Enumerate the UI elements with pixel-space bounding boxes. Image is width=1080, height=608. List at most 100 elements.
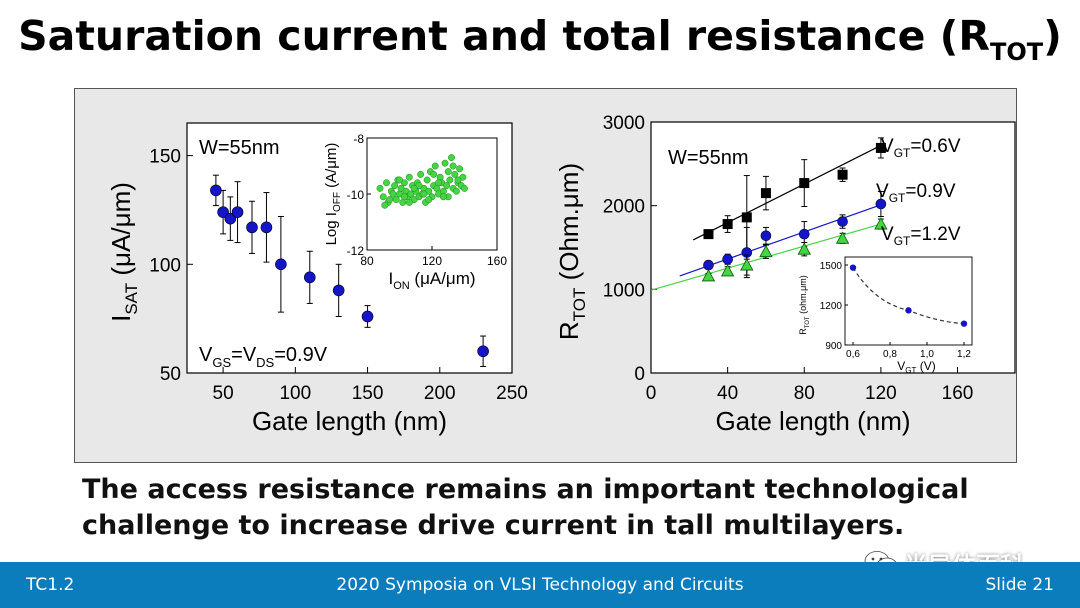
- vgt-data-point: [905, 307, 912, 314]
- ioff-y-axis-label: Log IOFF (A/μm): [323, 143, 343, 246]
- vgt-data-point: [960, 320, 968, 327]
- rtot-x-axis-label: Gate length (nm): [715, 406, 910, 436]
- isat-y-tick-label: 50: [160, 364, 181, 385]
- ioff-data-point: [454, 176, 462, 184]
- rtot-y-tick-label: 2000: [603, 197, 645, 218]
- ioff-data-point: [423, 176, 431, 184]
- ioff-data-point: [386, 196, 394, 204]
- vgt-y-axis-label: RTOT (ohm.μm): [798, 275, 811, 335]
- rtot-data-point: [797, 242, 811, 255]
- rtot-data-point: [703, 229, 714, 240]
- ioff-y-tick-label: -8: [353, 132, 364, 146]
- ioff-data-point: [446, 176, 454, 184]
- rtot-data-point: [722, 219, 733, 230]
- caption-line-1: The access resistance remains an importa…: [82, 474, 969, 505]
- isat-y-tick-label: 100: [149, 255, 181, 276]
- ioff-x-tick-label: 80: [360, 254, 374, 268]
- rtot-x-tick-label: 160: [942, 383, 974, 404]
- isat-x-tick-label: 150: [352, 383, 384, 404]
- ioff-data-point: [400, 193, 408, 201]
- isat-data-point: [210, 184, 222, 197]
- ioff-data-point: [376, 184, 384, 192]
- ioff-data-point: [417, 170, 425, 178]
- rtot-y-tick-label: 3000: [603, 113, 645, 134]
- rtot-data-point: [875, 198, 887, 210]
- isat-x-tick-label: 100: [279, 383, 311, 404]
- isat-data-point: [224, 212, 237, 225]
- isat-x-tick-label: 200: [424, 383, 456, 404]
- isat-data-point: [477, 345, 489, 358]
- rtot-y-axis-label: RTOT (Ohm.μm): [554, 163, 589, 340]
- rtot-series-label: VGT=0.9V: [876, 181, 956, 205]
- ioff-data-point: [405, 173, 413, 181]
- isat-data-point: [303, 271, 316, 284]
- ioff-data-point: [452, 187, 460, 195]
- vgt-x-tick-label: 0,6: [846, 349, 860, 360]
- vgt-data-point: [849, 264, 857, 271]
- vgt-x-tick-label: 1,2: [957, 349, 971, 360]
- vgt-x-tick-label: 0,8: [883, 349, 897, 360]
- isat-data-point: [231, 206, 244, 218]
- footer-slide-number: Slide 21: [985, 575, 1054, 595]
- rtot-x-tick-label: 80: [794, 383, 815, 404]
- vgt-inset-frame: [844, 256, 973, 346]
- rtot-series-label: VGT=0.6V: [881, 136, 961, 160]
- ioff-data-point: [391, 182, 399, 190]
- vgt-y-tick-label: 1500: [820, 261, 843, 272]
- rtot-data-point: [760, 188, 771, 199]
- rtot-data-point: [701, 269, 716, 282]
- isat-data-point: [275, 258, 287, 271]
- ioff-data-point: [396, 176, 403, 184]
- isat-data-point: [217, 206, 229, 218]
- ioff-data-point: [443, 182, 451, 190]
- isat-x-axis-label: Gate length (nm): [252, 406, 447, 436]
- ioff-x-tick-label: 160: [487, 254, 507, 268]
- isat-x-tick-label: 250: [496, 383, 528, 404]
- vgt-x-axis-label: VGT (V): [897, 359, 935, 375]
- rtot-x-tick-label: 40: [717, 383, 738, 404]
- rtot-x-tick-label: 0: [646, 383, 657, 404]
- footer-conference: 2020 Symposia on VLSI Technology and Cir…: [336, 575, 744, 595]
- page-title: Saturation current and total resistance …: [18, 12, 1062, 66]
- rtot-x-tick-label: 120: [865, 383, 897, 404]
- ioff-x-axis-label: ION (μA/μm): [388, 269, 475, 292]
- ioff-data-point: [379, 193, 387, 201]
- rtot-annotation: W=55nm: [668, 147, 749, 169]
- ioff-data-point: [425, 196, 433, 204]
- rtot-data-point: [799, 178, 810, 189]
- isat-y-axis-label: ISAT (μA/μm): [106, 182, 141, 322]
- ioff-data-point: [449, 162, 457, 170]
- footer-session-id: TC1.2: [26, 575, 75, 595]
- ioff-data-point: [410, 184, 418, 192]
- ioff-data-point: [435, 179, 442, 187]
- vgt-x-tick-label: 1,0: [920, 349, 934, 360]
- footer-bar: TC1.2 2020 Symposia on VLSI Technology a…: [0, 562, 1080, 608]
- rtot-data-point: [741, 212, 752, 223]
- isat-data-point: [361, 310, 374, 323]
- ioff-x-tick-label: 120: [422, 254, 442, 268]
- ioff-data-point: [430, 170, 438, 178]
- caption-line-2: challenge to increase drive current in t…: [82, 510, 905, 541]
- rtot-y-tick-label: 1000: [603, 280, 645, 301]
- ioff-data-point: [461, 184, 468, 192]
- slide-caption: The access resistance remains an importa…: [82, 472, 1032, 544]
- rtot-data-point: [835, 231, 850, 244]
- rtot-data-point: [740, 258, 754, 271]
- ioff-data-point: [448, 154, 455, 162]
- ioff-data-point: [389, 190, 397, 198]
- ioff-data-point: [383, 179, 390, 187]
- rtot-data-point: [703, 259, 714, 271]
- isat-annotation: W=55nm: [199, 137, 280, 159]
- vgt-y-tick-label: 1200: [820, 301, 843, 312]
- rtot-data-point: [759, 244, 773, 258]
- ioff-data-point: [451, 170, 459, 178]
- vgt-y-tick-label: 900: [825, 341, 842, 352]
- ioff-data-point: [405, 198, 413, 206]
- ioff-y-tick-label: -12: [347, 244, 365, 258]
- ioff-data-point: [431, 162, 439, 170]
- rtot-data-point: [874, 217, 888, 230]
- ioff-data-point: [392, 196, 400, 204]
- rtot-data-point: [722, 253, 733, 265]
- rtot-data-point: [875, 142, 886, 153]
